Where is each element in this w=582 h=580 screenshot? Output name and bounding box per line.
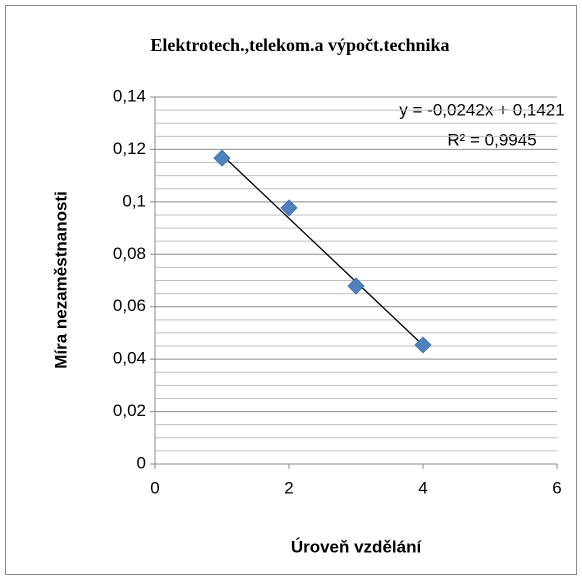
chart-border [5, 5, 577, 575]
x-tick-label: 0 [150, 478, 159, 497]
y-tick-label: 0,14 [113, 86, 146, 105]
trend-r2: R² = 0,9945 [447, 130, 536, 149]
point [213, 149, 231, 167]
point [347, 277, 365, 295]
y-tick-label: 0,08 [113, 244, 146, 263]
y-axis-title: Míra nezaměstnanosti [51, 191, 70, 369]
point [414, 336, 432, 354]
y-tick-label: 0,04 [113, 349, 146, 368]
y-tick-label: 0 [137, 453, 146, 472]
y-tick-label: 0,1 [122, 191, 146, 210]
trendline [221, 154, 424, 346]
y-tick-label: 0,12 [113, 139, 146, 158]
point [280, 199, 298, 217]
chart-title: Elektrotech.,telekom.a výpočt.technika [150, 35, 449, 55]
x-tick-label: 2 [284, 478, 293, 497]
x-tick-label: 6 [552, 478, 561, 497]
x-tick-label: 4 [418, 478, 427, 497]
y-tick-label: 0,06 [113, 296, 146, 315]
x-axis-title: Úroveň vzdělání [291, 537, 423, 556]
y-tick-label: 0,02 [113, 401, 146, 420]
